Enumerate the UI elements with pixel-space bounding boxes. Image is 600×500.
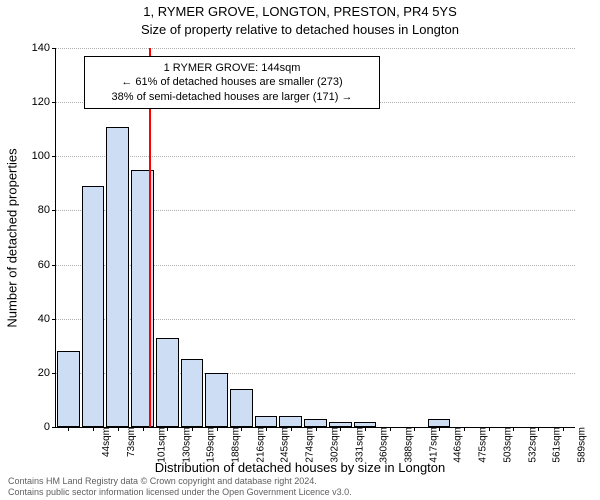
histogram-bar	[156, 338, 179, 427]
xtick-mark	[439, 427, 440, 431]
histogram-bar	[57, 351, 80, 427]
histogram-bar	[106, 127, 129, 427]
ytick-mark	[52, 265, 56, 266]
xtick-mark	[464, 427, 465, 431]
xtick-mark	[167, 427, 168, 431]
ytick-label: 40	[38, 313, 50, 325]
histogram-bar	[428, 419, 451, 427]
xtick-label: 446sqm	[453, 427, 464, 463]
histogram-bar	[255, 416, 278, 427]
ytick-label: 60	[38, 259, 50, 271]
xtick-mark	[93, 427, 94, 431]
xtick-mark	[538, 427, 539, 431]
gridline	[56, 48, 575, 49]
xtick-label: 188sqm	[231, 427, 242, 463]
xtick-label: 101sqm	[156, 427, 167, 463]
ytick-mark	[52, 427, 56, 428]
xtick-label: 417sqm	[428, 427, 439, 463]
chart-title: 1, RYMER GROVE, LONGTON, PRESTON, PR4 5Y…	[0, 4, 600, 19]
xtick-mark	[68, 427, 69, 431]
histogram-bar	[82, 186, 105, 427]
xtick-label: 274sqm	[305, 427, 316, 463]
xtick-mark	[143, 427, 144, 431]
xtick-mark	[266, 427, 267, 431]
histogram-bar	[230, 389, 253, 427]
gridline	[56, 156, 575, 157]
xtick-mark	[118, 427, 119, 431]
xtick-mark	[217, 427, 218, 431]
xtick-label: 159sqm	[206, 427, 217, 463]
histogram-bar	[205, 373, 228, 427]
xtick-label: 130sqm	[181, 427, 192, 463]
y-axis-label: Number of detached properties	[5, 148, 20, 327]
ytick-mark	[52, 156, 56, 157]
ytick-mark	[52, 102, 56, 103]
xtick-mark	[340, 427, 341, 431]
ytick-label: 140	[32, 42, 50, 54]
annotation-box: 1 RYMER GROVE: 144sqm← 61% of detached h…	[84, 56, 380, 109]
footer-line-2: Contains public sector information licen…	[8, 487, 352, 498]
xtick-label: 360sqm	[379, 427, 390, 463]
plot-area: 02040608010012014044sqm73sqm101sqm130sqm…	[55, 48, 575, 428]
histogram-bar	[279, 416, 302, 427]
x-axis-label: Distribution of detached houses by size …	[0, 460, 600, 475]
chart-container: 1, RYMER GROVE, LONGTON, PRESTON, PR4 5Y…	[0, 0, 600, 500]
xtick-label: 561sqm	[552, 427, 563, 463]
xtick-mark	[489, 427, 490, 431]
footer-attribution: Contains HM Land Registry data © Crown c…	[8, 476, 352, 498]
xtick-label: 216sqm	[255, 427, 266, 463]
xtick-mark	[316, 427, 317, 431]
xtick-mark	[365, 427, 366, 431]
xtick-label: 302sqm	[329, 427, 340, 463]
xtick-mark	[390, 427, 391, 431]
histogram-bar	[181, 359, 204, 427]
ytick-mark	[52, 373, 56, 374]
xtick-label: 73sqm	[126, 427, 137, 457]
xtick-label: 245sqm	[280, 427, 291, 463]
xtick-mark	[414, 427, 415, 431]
xtick-mark	[241, 427, 242, 431]
histogram-bar	[304, 419, 327, 427]
xtick-mark	[563, 427, 564, 431]
xtick-label: 532sqm	[527, 427, 538, 463]
xtick-label: 589sqm	[577, 427, 588, 463]
ytick-label: 20	[38, 367, 50, 379]
annotation-line: 1 RYMER GROVE: 144sqm	[93, 61, 371, 75]
ytick-label: 80	[38, 204, 50, 216]
ytick-mark	[52, 210, 56, 211]
ytick-label: 120	[32, 96, 50, 108]
xtick-label: 475sqm	[478, 427, 489, 463]
xtick-mark	[291, 427, 292, 431]
annotation-line: 38% of semi-detached houses are larger (…	[93, 90, 371, 104]
ytick-label: 100	[32, 150, 50, 162]
ytick-mark	[52, 319, 56, 320]
annotation-line: ← 61% of detached houses are smaller (27…	[93, 75, 371, 89]
xtick-label: 331sqm	[354, 427, 365, 463]
xtick-mark	[192, 427, 193, 431]
chart-subtitle: Size of property relative to detached ho…	[0, 22, 600, 37]
ytick-mark	[52, 48, 56, 49]
ytick-label: 0	[44, 421, 50, 433]
footer-line-1: Contains HM Land Registry data © Crown c…	[8, 476, 352, 487]
xtick-label: 44sqm	[101, 427, 112, 457]
xtick-label: 503sqm	[502, 427, 513, 463]
xtick-label: 388sqm	[404, 427, 415, 463]
xtick-mark	[513, 427, 514, 431]
